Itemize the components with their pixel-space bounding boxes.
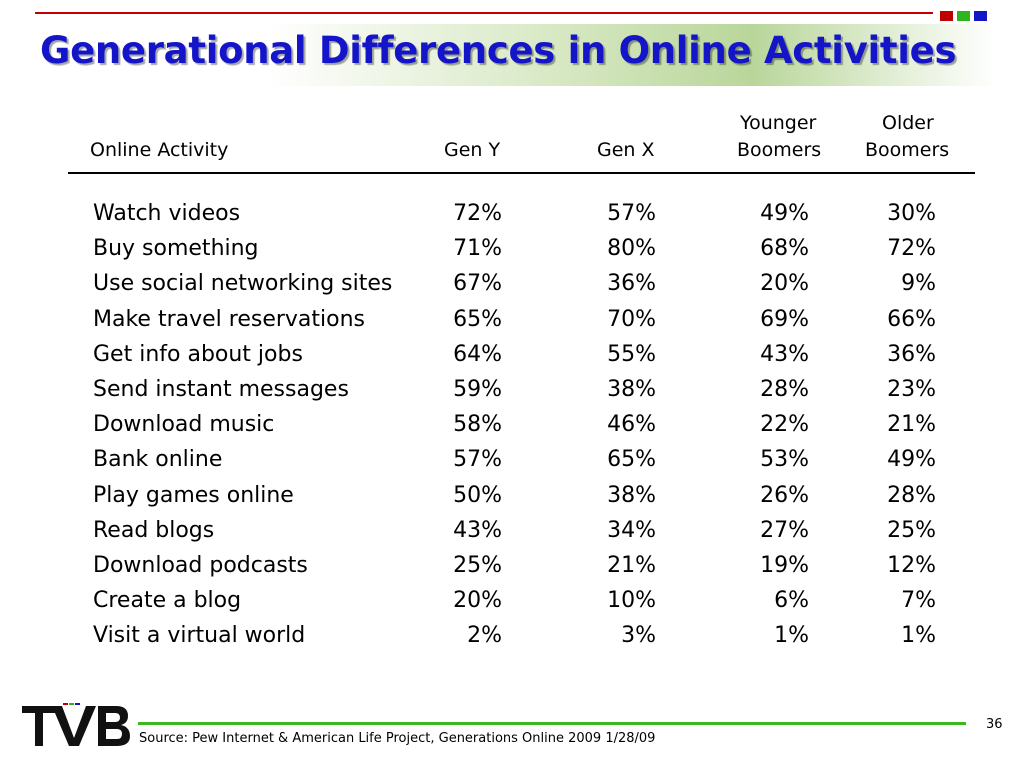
cell-younger-boomers: 69% <box>760 306 809 332</box>
cell-older-boomers: 1% <box>901 623 936 649</box>
cell-gen-x: 38% <box>607 377 656 402</box>
cell-gen-y: 67% <box>453 271 502 297</box>
cell-younger-boomers: 22% <box>760 412 809 438</box>
cell-gen-x: 65% <box>607 447 656 473</box>
cell-older-boomers: 25% <box>887 517 936 543</box>
cell-activity: Read blogs <box>93 517 215 543</box>
cell-gen-x: 10% <box>607 588 656 614</box>
cell-younger-boomers: 53% <box>760 447 809 473</box>
cell-gen-x: 46% <box>607 412 656 438</box>
header-rule <box>68 172 975 174</box>
cell-activity: Bank online <box>93 447 223 473</box>
title-band <box>24 24 996 86</box>
header-gen-x: Gen X <box>597 139 655 161</box>
cell-younger-boomers: 43% <box>760 341 809 367</box>
cell-older-boomers: 12% <box>887 553 936 578</box>
cell-older-boomers: 21% <box>887 412 936 438</box>
cell-gen-y: 58% <box>453 412 502 438</box>
cell-gen-y: 59% <box>453 377 502 402</box>
header-younger-boomers-line2: Boomers <box>737 139 822 161</box>
cell-older-boomers: 30% <box>887 201 936 226</box>
cell-older-boomers: 9% <box>901 271 936 297</box>
red-square <box>940 11 953 21</box>
cell-gen-y: 57% <box>453 447 502 473</box>
cell-activity: Play games online <box>93 482 294 508</box>
cell-gen-x: 70% <box>607 306 656 332</box>
cell-activity: Make travel reservations <box>93 306 366 332</box>
tvb-logo <box>22 703 130 746</box>
cell-gen-y: 50% <box>453 482 502 508</box>
cell-younger-boomers: 1% <box>774 623 809 649</box>
cell-gen-x: 21% <box>607 553 656 578</box>
cell-older-boomers: 7% <box>901 588 936 614</box>
cell-older-boomers: 36% <box>887 341 936 367</box>
header-older-boomers-line2: Boomers <box>865 139 950 161</box>
cell-activity: Download podcasts <box>93 553 308 578</box>
footer-rule <box>138 722 966 725</box>
cell-gen-x: 57% <box>607 201 656 226</box>
cell-older-boomers: 66% <box>887 306 936 332</box>
cell-gen-y: 20% <box>453 588 502 614</box>
cell-gen-x: 80% <box>607 236 656 262</box>
green-square <box>957 11 970 21</box>
cell-younger-boomers: 68% <box>760 236 809 262</box>
cell-gen-y: 2% <box>467 623 502 649</box>
cell-gen-x: 38% <box>607 482 656 508</box>
cell-activity: Visit a virtual world <box>93 623 306 649</box>
cell-activity: Send instant messages <box>93 377 349 402</box>
cell-gen-y: 71% <box>453 236 502 262</box>
cell-younger-boomers: 26% <box>760 482 809 508</box>
cell-activity: Use social networking sites <box>93 271 393 297</box>
top-accent-rule <box>35 12 933 14</box>
slide-title: Generational Differences in Online Activ… <box>40 29 957 72</box>
cell-younger-boomers: 19% <box>760 553 809 578</box>
cell-activity: Create a blog <box>93 588 242 614</box>
cell-gen-x: 55% <box>607 341 656 367</box>
cell-activity: Watch videos <box>93 201 241 226</box>
cell-activity: Buy something <box>93 236 259 262</box>
cell-gen-y: 25% <box>453 553 502 578</box>
cell-older-boomers: 28% <box>887 482 936 508</box>
cell-gen-y: 64% <box>453 341 502 367</box>
header-gen-y: Gen Y <box>444 139 501 161</box>
cell-activity: Get info about jobs <box>93 341 303 367</box>
header-activity: Online Activity <box>90 139 229 161</box>
cell-older-boomers: 23% <box>887 377 936 402</box>
cell-younger-boomers: 6% <box>774 588 809 614</box>
cell-older-boomers: 49% <box>887 447 936 473</box>
cell-younger-boomers: 27% <box>760 517 809 543</box>
cell-gen-x: 3% <box>621 623 656 649</box>
cell-gen-y: 43% <box>453 517 502 543</box>
cell-older-boomers: 72% <box>887 236 936 262</box>
cell-younger-boomers: 49% <box>760 201 809 226</box>
cell-younger-boomers: 28% <box>760 377 809 402</box>
cell-gen-x: 34% <box>607 517 656 543</box>
cell-activity: Download music <box>93 412 275 438</box>
blue-square <box>974 11 987 21</box>
accent-squares <box>940 11 987 21</box>
cell-younger-boomers: 20% <box>760 271 809 297</box>
page-number: 36 <box>986 717 1003 732</box>
header-younger-boomers-line1: Younger <box>740 112 817 134</box>
cell-gen-y: 72% <box>453 201 502 226</box>
source-note: Source: Pew Internet & American Life Pro… <box>139 731 656 746</box>
header-older-boomers-line1: Older <box>882 112 934 134</box>
cell-gen-y: 65% <box>453 306 502 332</box>
cell-gen-x: 36% <box>607 271 656 297</box>
